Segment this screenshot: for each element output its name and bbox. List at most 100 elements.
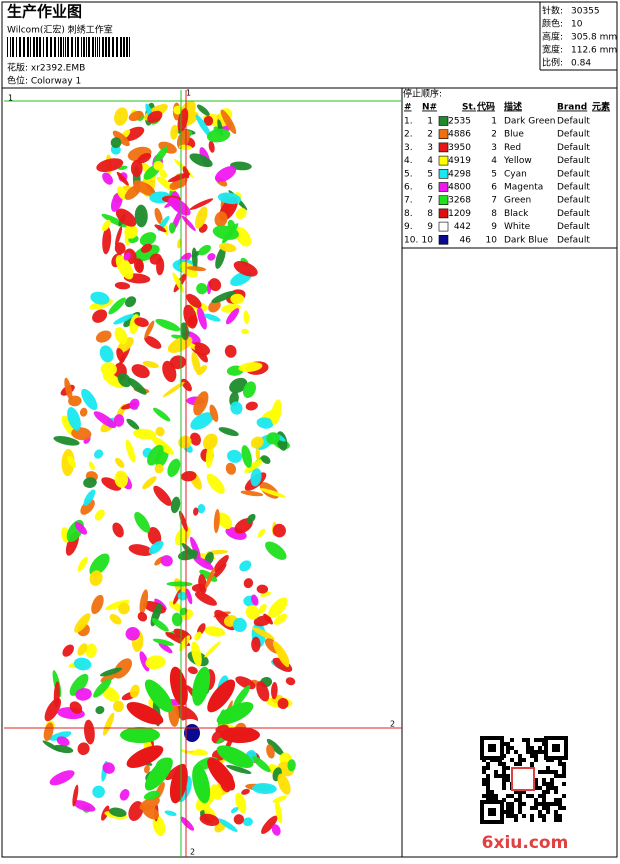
stitch-petal [134,511,151,533]
flower-petal [207,757,236,791]
stitch-petal [250,436,264,449]
stitch-petal [244,459,264,473]
stitch-petal [139,797,160,811]
qr-module [538,814,542,818]
stitch-petal [199,813,220,826]
stitch-petal [196,365,207,376]
barcode-bar [46,37,48,57]
column-header: # [404,103,412,113]
qr-module [546,806,550,810]
stitch-petal [126,418,140,430]
stitch-petal [205,567,216,589]
stitch-petal [168,222,176,234]
stitch-petal [129,398,140,410]
stitch-petal [135,259,144,273]
qr-module [522,738,526,742]
stitch-petal [77,742,90,756]
stitch-petal [189,432,201,446]
qr-module [534,786,538,790]
qr-module [546,782,550,786]
stitch-petal [177,591,188,601]
stitch-petal [181,215,196,232]
stat-value: 305.8 mm [571,33,617,43]
qr-module [518,810,522,814]
stitch-petal [203,313,221,322]
color-swatch [438,221,449,232]
stitch-petal [260,591,272,597]
qr-module [498,762,502,766]
stitch-petal [115,254,134,280]
row-n: 8 [427,209,433,219]
stitch-petal [285,677,296,686]
stitch-petal [112,700,124,713]
stitch-petal [77,643,88,656]
barcode-bar [86,37,87,57]
row-index: 5. [404,169,413,179]
qr-module [542,798,546,802]
row-n: 3 [427,143,433,153]
stitch-petal [193,507,199,516]
stitch-petal [261,815,278,834]
stitch-petal [145,655,166,670]
stitch-petal [196,283,208,295]
qr-module [546,802,550,806]
stitch-petal [194,345,208,363]
qr-code [480,736,568,824]
stitch-petal [105,599,130,611]
qr-module [510,806,514,810]
qr-module [530,814,534,818]
stat-value: 10 [571,20,583,30]
stitch-petal [233,261,258,277]
row-code: 3 [491,143,497,153]
stitch-petal [214,211,228,227]
stitch-petal [255,447,261,461]
stitch-petal [93,678,112,698]
stitch-petal [115,208,137,227]
stitch-petal [43,722,54,741]
barcode-bar [60,37,62,57]
row-code: 1 [491,117,497,127]
stitch-petal [271,399,282,425]
stitch-petal [96,158,124,173]
stitch-petal [100,667,123,677]
qr-module [486,766,490,770]
table-title: 停止顺序: [403,88,442,100]
qr-finder [552,744,560,752]
stitch-petal [202,433,218,450]
stat-value: 0.84 [571,59,591,69]
stitch-petal [252,783,277,795]
flower-petal [220,727,260,743]
qr-module [506,802,510,806]
column-header: St. [462,103,476,113]
stitch-petal [260,455,271,464]
stitch-petal [207,253,216,261]
stitch-petal [73,657,92,671]
barcode-bar [12,37,14,57]
qr-logo [511,767,535,791]
flower-petal [126,745,164,768]
stitch-petal [159,169,168,179]
flower-petal [216,745,254,768]
color-swatch [438,195,449,205]
stitch-petal [178,635,191,652]
stitch-petal [91,594,104,615]
stitch-petal [273,613,288,625]
stitch-petal [130,159,143,177]
row-desc: Dark Green [504,117,555,127]
stitch-petal [125,627,140,641]
stitch-petal [187,666,198,675]
stitch-petal [168,600,183,612]
qr-finder [488,808,496,816]
stitch-petal [112,130,130,147]
stitch-petal [252,627,275,640]
flower-petal [144,757,173,791]
barcode-bar [39,37,41,57]
row-index: 6. [404,183,413,193]
barcode-bar [27,37,29,57]
row-desc: Red [504,143,521,153]
stitch-petal [217,192,242,205]
stitch-petal [132,180,156,197]
stitch-petal [215,246,226,269]
qr-module [534,802,538,806]
qr-module [514,762,518,766]
